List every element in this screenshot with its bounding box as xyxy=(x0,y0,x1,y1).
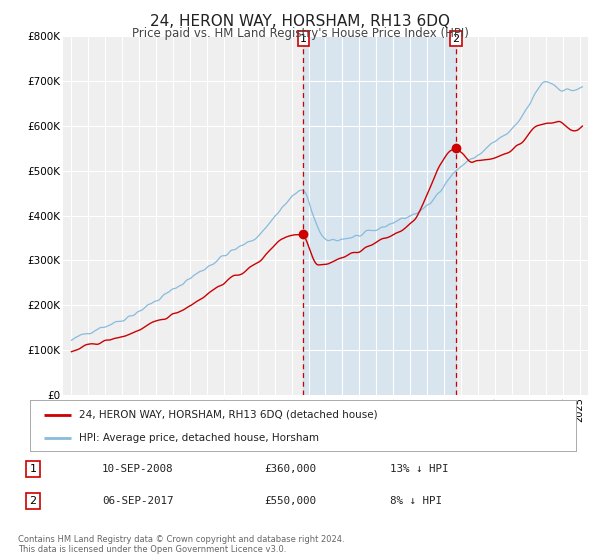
Text: 24, HERON WAY, HORSHAM, RH13 6DQ (detached house): 24, HERON WAY, HORSHAM, RH13 6DQ (detach… xyxy=(79,409,378,419)
Text: 1: 1 xyxy=(29,464,37,474)
Text: 2: 2 xyxy=(29,496,37,506)
Text: 06-SEP-2017: 06-SEP-2017 xyxy=(102,496,173,506)
Text: Contains HM Land Registry data © Crown copyright and database right 2024.
This d: Contains HM Land Registry data © Crown c… xyxy=(18,535,344,554)
Text: 1: 1 xyxy=(300,34,307,44)
Text: £360,000: £360,000 xyxy=(264,464,316,474)
Text: 2: 2 xyxy=(452,34,460,44)
Text: 10-SEP-2008: 10-SEP-2008 xyxy=(102,464,173,474)
Bar xyxy=(304,36,456,395)
Text: £550,000: £550,000 xyxy=(264,496,316,506)
Text: HPI: Average price, detached house, Horsham: HPI: Average price, detached house, Hors… xyxy=(79,433,319,443)
Text: 24, HERON WAY, HORSHAM, RH13 6DQ: 24, HERON WAY, HORSHAM, RH13 6DQ xyxy=(150,14,450,29)
Text: 13% ↓ HPI: 13% ↓ HPI xyxy=(390,464,449,474)
Text: Price paid vs. HM Land Registry's House Price Index (HPI): Price paid vs. HM Land Registry's House … xyxy=(131,27,469,40)
Text: 8% ↓ HPI: 8% ↓ HPI xyxy=(390,496,442,506)
